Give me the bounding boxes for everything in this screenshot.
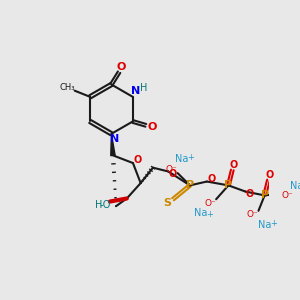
Text: O⁻: O⁻: [204, 199, 216, 208]
Text: Na: Na: [175, 154, 188, 164]
Text: P: P: [186, 180, 194, 190]
Text: O: O: [117, 62, 126, 72]
Text: O: O: [266, 169, 274, 180]
Text: S: S: [164, 198, 172, 208]
Text: H: H: [140, 82, 147, 93]
Text: O: O: [207, 174, 216, 184]
Text: -O: -O: [100, 200, 111, 210]
Polygon shape: [111, 134, 115, 155]
Text: O⁻: O⁻: [246, 210, 258, 219]
Text: +: +: [206, 210, 213, 219]
Text: N: N: [131, 86, 140, 96]
Text: +: +: [270, 219, 277, 228]
Text: O: O: [230, 160, 238, 170]
Text: O: O: [134, 155, 142, 165]
Text: O: O: [147, 122, 157, 132]
Text: O: O: [169, 169, 177, 179]
Text: O⁻: O⁻: [282, 191, 294, 200]
Text: P: P: [261, 190, 269, 200]
Text: Na: Na: [194, 208, 207, 218]
Text: H: H: [95, 200, 103, 210]
Text: P: P: [224, 180, 232, 190]
Text: Na: Na: [290, 181, 300, 191]
Text: Na: Na: [258, 220, 271, 230]
Text: CH₃: CH₃: [60, 83, 76, 92]
Text: +: +: [187, 153, 194, 162]
Text: O⁻: O⁻: [166, 166, 177, 175]
Text: O: O: [246, 189, 254, 199]
Text: N: N: [110, 134, 119, 144]
